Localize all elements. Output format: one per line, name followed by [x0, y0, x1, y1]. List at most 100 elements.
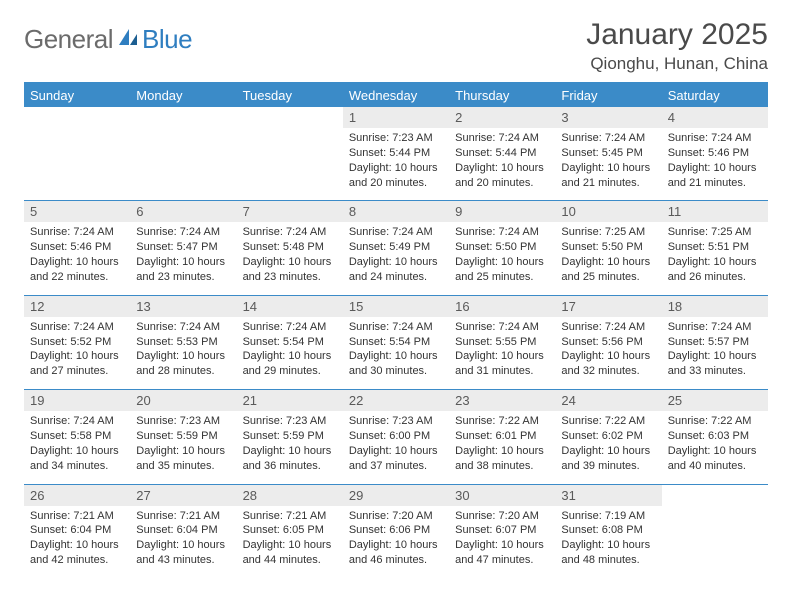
day-number-cell: 17: [555, 296, 661, 317]
day-detail-cell: Sunrise: 7:24 AMSunset: 5:50 PMDaylight:…: [449, 222, 555, 295]
daylight-text: Daylight: 10 hours and 40 minutes.: [668, 444, 762, 474]
sunrise-text: Sunrise: 7:24 AM: [136, 225, 230, 240]
sunset-text: Sunset: 5:54 PM: [243, 335, 337, 350]
day-number-cell: 4: [662, 107, 768, 128]
sunset-text: Sunset: 5:54 PM: [349, 335, 443, 350]
sunrise-text: Sunrise: 7:22 AM: [561, 414, 655, 429]
daylight-text: Daylight: 10 hours and 42 minutes.: [30, 538, 124, 568]
day-detail-row: Sunrise: 7:24 AMSunset: 5:58 PMDaylight:…: [24, 411, 768, 484]
day-number-cell: 16: [449, 296, 555, 317]
daylight-text: Daylight: 10 hours and 37 minutes.: [349, 444, 443, 474]
sunset-text: Sunset: 5:44 PM: [455, 146, 549, 161]
header: General Blue January 2025 Qionghu, Hunan…: [24, 18, 768, 74]
day-detail-row: Sunrise: 7:23 AMSunset: 5:44 PMDaylight:…: [24, 128, 768, 201]
day-number-cell: 28: [237, 485, 343, 506]
sunrise-text: Sunrise: 7:23 AM: [243, 414, 337, 429]
day-detail-cell: Sunrise: 7:22 AMSunset: 6:03 PMDaylight:…: [662, 411, 768, 484]
sunset-text: Sunset: 5:56 PM: [561, 335, 655, 350]
month-title: January 2025: [586, 18, 768, 52]
sunrise-text: Sunrise: 7:24 AM: [349, 225, 443, 240]
daylight-text: Daylight: 10 hours and 29 minutes.: [243, 349, 337, 379]
day-number-cell: [662, 485, 768, 506]
daylight-text: Daylight: 10 hours and 48 minutes.: [561, 538, 655, 568]
day-number-cell: 8: [343, 201, 449, 222]
sunrise-text: Sunrise: 7:21 AM: [30, 509, 124, 524]
day-detail-cell: Sunrise: 7:24 AMSunset: 5:49 PMDaylight:…: [343, 222, 449, 295]
day-number-row: 19202122232425: [24, 390, 768, 411]
day-number-cell: 9: [449, 201, 555, 222]
day-detail-cell: Sunrise: 7:20 AMSunset: 6:06 PMDaylight:…: [343, 506, 449, 578]
sunset-text: Sunset: 5:46 PM: [30, 240, 124, 255]
daylight-text: Daylight: 10 hours and 32 minutes.: [561, 349, 655, 379]
day-number-cell: 15: [343, 296, 449, 317]
daylight-text: Daylight: 10 hours and 22 minutes.: [30, 255, 124, 285]
sunset-text: Sunset: 5:50 PM: [561, 240, 655, 255]
day-number-cell: 2: [449, 107, 555, 128]
sunrise-text: Sunrise: 7:21 AM: [136, 509, 230, 524]
sunrise-text: Sunrise: 7:25 AM: [561, 225, 655, 240]
day-detail-cell: Sunrise: 7:23 AMSunset: 5:59 PMDaylight:…: [130, 411, 236, 484]
day-detail-cell: Sunrise: 7:20 AMSunset: 6:07 PMDaylight:…: [449, 506, 555, 578]
logo-text-general: General: [24, 24, 113, 55]
daylight-text: Daylight: 10 hours and 25 minutes.: [455, 255, 549, 285]
dow-wednesday: Wednesday: [343, 83, 449, 107]
day-detail-cell: Sunrise: 7:19 AMSunset: 6:08 PMDaylight:…: [555, 506, 661, 578]
title-block: January 2025 Qionghu, Hunan, China: [586, 18, 768, 74]
sunset-text: Sunset: 6:07 PM: [455, 523, 549, 538]
daylight-text: Daylight: 10 hours and 33 minutes.: [668, 349, 762, 379]
sunrise-text: Sunrise: 7:21 AM: [243, 509, 337, 524]
day-number-cell: 7: [237, 201, 343, 222]
daylight-text: Daylight: 10 hours and 20 minutes.: [349, 161, 443, 191]
day-number-cell: 23: [449, 390, 555, 411]
sunrise-text: Sunrise: 7:25 AM: [668, 225, 762, 240]
day-number-row: 262728293031: [24, 485, 768, 506]
daylight-text: Daylight: 10 hours and 25 minutes.: [561, 255, 655, 285]
sunrise-text: Sunrise: 7:24 AM: [561, 131, 655, 146]
sunrise-text: Sunrise: 7:23 AM: [136, 414, 230, 429]
day-detail-cell: [130, 128, 236, 201]
day-number-cell: 1: [343, 107, 449, 128]
day-detail-cell: Sunrise: 7:24 AMSunset: 5:53 PMDaylight:…: [130, 317, 236, 390]
daylight-text: Daylight: 10 hours and 24 minutes.: [349, 255, 443, 285]
day-number-cell: 13: [130, 296, 236, 317]
sunrise-text: Sunrise: 7:23 AM: [349, 414, 443, 429]
daylight-text: Daylight: 10 hours and 36 minutes.: [243, 444, 337, 474]
sunset-text: Sunset: 5:58 PM: [30, 429, 124, 444]
sunrise-text: Sunrise: 7:24 AM: [30, 414, 124, 429]
sunset-text: Sunset: 6:06 PM: [349, 523, 443, 538]
day-detail-cell: Sunrise: 7:25 AMSunset: 5:50 PMDaylight:…: [555, 222, 661, 295]
logo-text-blue: Blue: [142, 24, 192, 55]
daylight-text: Daylight: 10 hours and 34 minutes.: [30, 444, 124, 474]
day-number-cell: 29: [343, 485, 449, 506]
day-number-cell: 30: [449, 485, 555, 506]
daylight-text: Daylight: 10 hours and 28 minutes.: [136, 349, 230, 379]
day-number-cell: 22: [343, 390, 449, 411]
day-number-cell: 5: [24, 201, 130, 222]
sunrise-text: Sunrise: 7:24 AM: [349, 320, 443, 335]
daylight-text: Daylight: 10 hours and 47 minutes.: [455, 538, 549, 568]
day-detail-cell: Sunrise: 7:24 AMSunset: 5:44 PMDaylight:…: [449, 128, 555, 201]
sunset-text: Sunset: 5:59 PM: [243, 429, 337, 444]
sunset-text: Sunset: 6:05 PM: [243, 523, 337, 538]
daylight-text: Daylight: 10 hours and 23 minutes.: [136, 255, 230, 285]
sunrise-text: Sunrise: 7:24 AM: [30, 320, 124, 335]
day-number-cell: 10: [555, 201, 661, 222]
daylight-text: Daylight: 10 hours and 21 minutes.: [561, 161, 655, 191]
sunset-text: Sunset: 6:01 PM: [455, 429, 549, 444]
day-detail-cell: Sunrise: 7:21 AMSunset: 6:05 PMDaylight:…: [237, 506, 343, 578]
day-detail-cell: [237, 128, 343, 201]
calendar-page: General Blue January 2025 Qionghu, Hunan…: [0, 0, 792, 588]
daylight-text: Daylight: 10 hours and 39 minutes.: [561, 444, 655, 474]
logo-sail-icon: [117, 27, 139, 52]
day-detail-row: Sunrise: 7:24 AMSunset: 5:52 PMDaylight:…: [24, 317, 768, 390]
day-detail-cell: Sunrise: 7:24 AMSunset: 5:54 PMDaylight:…: [237, 317, 343, 390]
day-number-cell: 6: [130, 201, 236, 222]
daylight-text: Daylight: 10 hours and 21 minutes.: [668, 161, 762, 191]
sunset-text: Sunset: 5:46 PM: [668, 146, 762, 161]
dow-monday: Monday: [130, 83, 236, 107]
day-number-cell: [237, 107, 343, 128]
sunset-text: Sunset: 5:49 PM: [349, 240, 443, 255]
sunset-text: Sunset: 6:04 PM: [136, 523, 230, 538]
sunrise-text: Sunrise: 7:24 AM: [243, 320, 337, 335]
day-number-cell: 3: [555, 107, 661, 128]
